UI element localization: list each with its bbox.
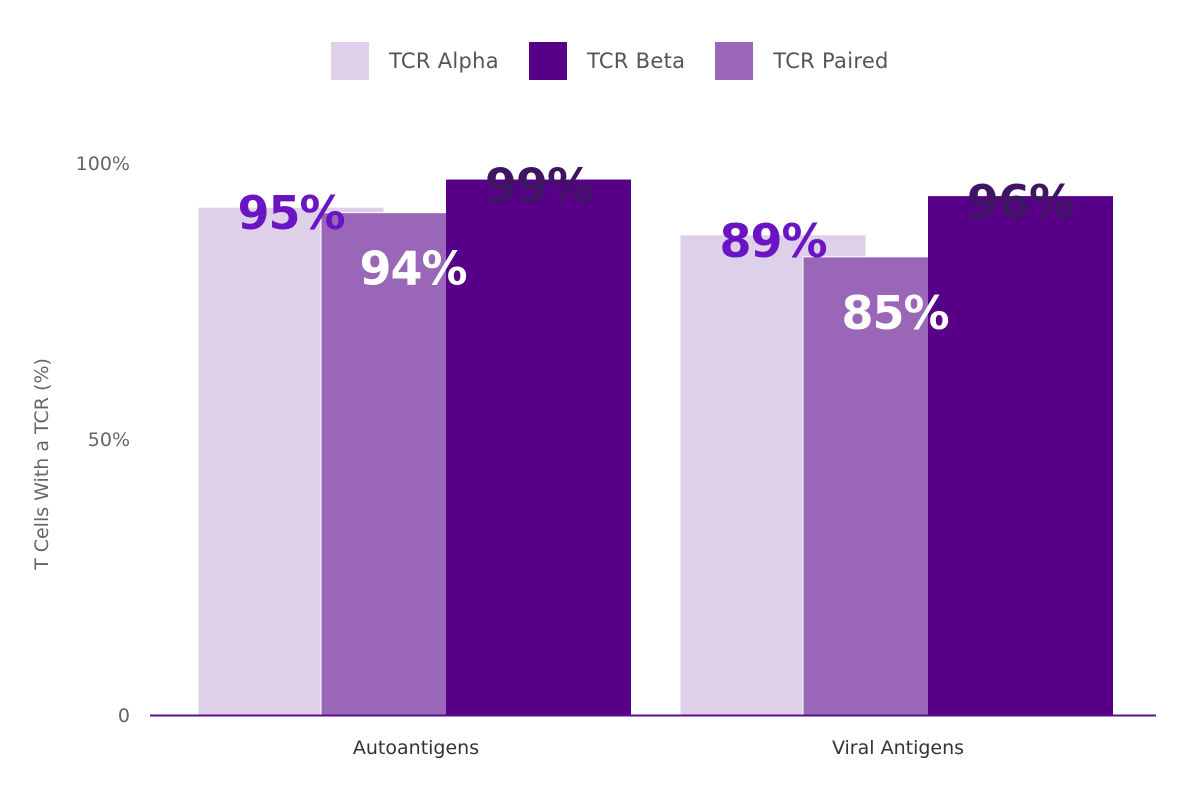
- legend-label-tcr-beta: TCR Beta: [586, 49, 686, 73]
- legend-item-tcr-paired: TCR Paired: [715, 42, 888, 80]
- y-tick-label: 100%: [76, 153, 130, 175]
- legend-swatch-tcr-alpha: [331, 42, 369, 80]
- x-tick-label: Viral Antigens: [832, 737, 964, 759]
- y-tick-label: 50%: [88, 429, 130, 451]
- legend-item-tcr-beta: TCR Beta: [528, 42, 686, 80]
- data-label-tcr-beta: 99%: [485, 159, 592, 213]
- data-label-tcr-beta: 96%: [967, 175, 1074, 229]
- data-label-tcr-paired: 94%: [359, 242, 466, 296]
- legend-swatch-tcr-paired: [715, 42, 754, 80]
- data-label-tcr-paired: 85%: [841, 286, 948, 340]
- bar-tcr-beta: [446, 179, 631, 715]
- legend-label-tcr-paired: TCR Paired: [773, 49, 889, 73]
- y-axis-title: T Cells With a TCR (%): [31, 358, 53, 571]
- data-label-tcr-alpha: 89%: [719, 214, 826, 268]
- legend: TCR Alpha TCR Beta TCR Paired: [331, 42, 919, 80]
- legend-label-tcr-alpha: TCR Alpha: [389, 49, 499, 73]
- y-tick-label: 0: [118, 705, 130, 727]
- bar-tcr-beta: [928, 196, 1113, 715]
- legend-swatch-tcr-beta: [528, 42, 567, 80]
- data-label-tcr-alpha: 95%: [237, 186, 344, 240]
- legend-item-tcr-alpha: TCR Alpha: [331, 42, 499, 80]
- x-tick-label: Autoantigens: [353, 737, 479, 759]
